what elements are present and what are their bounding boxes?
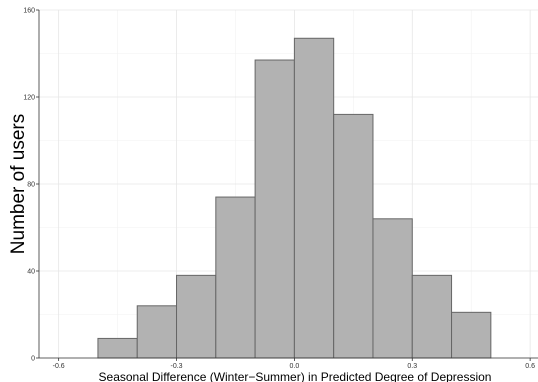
axes xyxy=(36,9,538,361)
x-tick-label: 0.0 xyxy=(290,363,300,370)
x-tick-label: -0.3 xyxy=(170,363,182,370)
x-tick-label: -0.6 xyxy=(53,363,65,370)
histogram-bars xyxy=(97,37,492,359)
histogram-bar xyxy=(136,305,178,359)
histogram-bar xyxy=(97,337,138,359)
x-axis-title: Seasonal Difference (Winter−Summer) in P… xyxy=(99,370,492,382)
y-tick-label: 40 xyxy=(27,269,35,276)
histogram-bar xyxy=(451,311,492,359)
histogram-bar xyxy=(411,274,453,359)
histogram-bar xyxy=(333,113,374,359)
x-tick-label: 0.3 xyxy=(407,363,417,370)
histogram-bar xyxy=(293,37,335,359)
histogram-bar xyxy=(372,218,413,359)
x-tick-label: 0.6 xyxy=(525,363,535,370)
y-tick-label: 160 xyxy=(23,8,35,15)
histogram-bar xyxy=(215,196,256,359)
histogram-bar xyxy=(176,274,217,359)
y-tick-label: 80 xyxy=(27,182,35,189)
y-tick-label: 0 xyxy=(31,356,35,363)
y-axis-title: Number of users xyxy=(8,114,29,254)
tick-labels: -0.6 -0.3 0.0 0.3 0.6 0 40 80 120 160 xyxy=(23,8,535,371)
histogram-bar xyxy=(254,59,295,359)
y-tick-label: 120 xyxy=(23,95,35,102)
